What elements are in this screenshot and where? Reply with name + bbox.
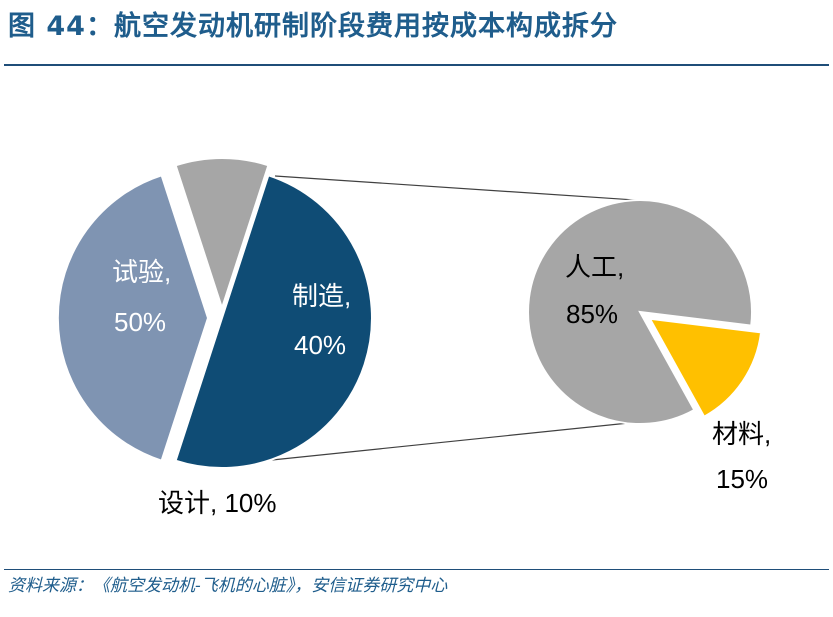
label-material-name: 材料, (712, 419, 771, 449)
connector-line-bottom (271, 420, 649, 461)
chart-title: 图 44：航空发动机研制阶段费用按成本构成拆分 (8, 11, 618, 42)
label-manufacturing-name: 制造, (292, 281, 351, 311)
label-labor-value: 85% (566, 299, 618, 329)
pie-slice-labor (527, 199, 753, 425)
label-test-value: 50% (114, 307, 166, 337)
pie-slice-test (174, 174, 374, 470)
pie-slice-design (174, 156, 270, 312)
connector-line-top (274, 175, 651, 202)
main-pie (56, 156, 374, 470)
title-rule (4, 64, 829, 66)
label-manufacturing-value: 40% (294, 330, 346, 360)
breakdown-pie (527, 199, 763, 425)
source-rule (4, 569, 829, 570)
label-material-value: 15% (716, 464, 768, 494)
label-test-name: 试验, (112, 257, 171, 287)
connector-lines (271, 175, 651, 461)
source-note: 资料来源：《航空发动机-飞机的心脏》，安信证券研究中心 (8, 576, 448, 596)
pie-slice-manufacturing (56, 174, 210, 462)
pie-slice-material (648, 317, 763, 419)
label-design: 设计, 10% (158, 488, 277, 518)
label-labor-name: 人工, (565, 252, 624, 282)
